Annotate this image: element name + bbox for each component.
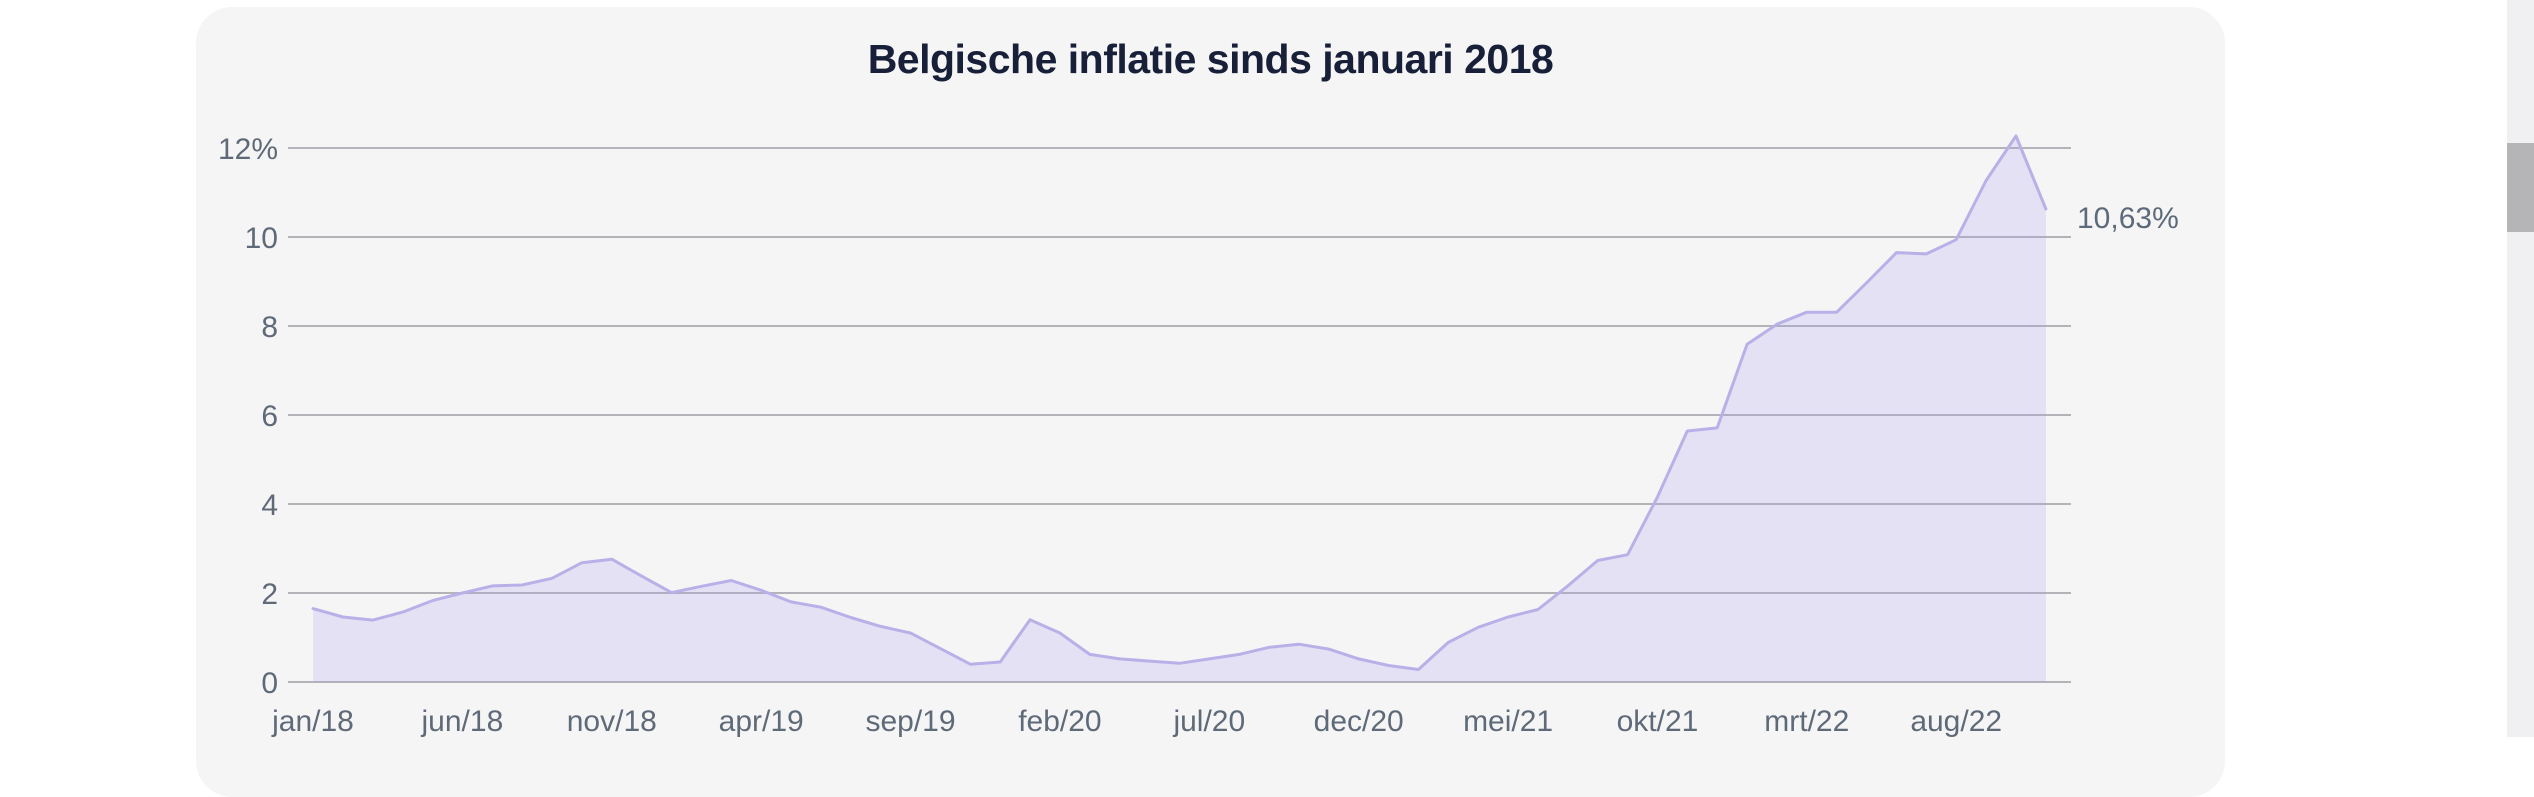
y-tick-label: 2 (261, 578, 278, 611)
x-tick-label: dec/20 (1314, 705, 1404, 737)
y-tick-label: 6 (261, 400, 278, 433)
y-tick-label: 10 (245, 222, 278, 255)
x-tick-label: aug/22 (1910, 705, 2002, 737)
x-tick-label: mrt/22 (1764, 705, 1849, 737)
area-fill (313, 136, 2046, 682)
y-gridlines (288, 147, 2071, 683)
y-tick-label: 8 (261, 311, 278, 344)
y-axis-labels: 12% 10 8 6 4 2 0 (218, 133, 278, 700)
y-tick-label: 12% (218, 133, 278, 166)
trend-line (311, 134, 2048, 671)
x-tick-label: jun/18 (421, 705, 504, 737)
x-tick-label: feb/20 (1018, 705, 1101, 737)
x-tick-label: jul/20 (1172, 705, 1245, 737)
x-tick-label: jan/18 (271, 705, 354, 737)
x-tick-label: apr/19 (719, 705, 804, 737)
y-tick-label: 0 (261, 667, 278, 700)
x-tick-label: okt/21 (1617, 705, 1699, 737)
x-tick-label: mei/21 (1463, 705, 1553, 737)
x-tick-label: nov/18 (567, 705, 657, 737)
y-tick-label: 4 (261, 489, 278, 522)
scrollbar-thumb[interactable] (2507, 143, 2534, 232)
x-tick-label: sep/19 (865, 705, 955, 737)
chart-title: Belgische inflatie sinds januari 2018 (867, 36, 1554, 82)
inflation-area-chart: 12% 10 8 6 4 2 0 jan/18 jun/18 nov/18 apr/19 sep/19… (218, 133, 2071, 737)
scrollbar-track[interactable] (2507, 0, 2534, 737)
chart-card (196, 7, 2225, 797)
x-axis-labels: jan/18 jun/18 nov/18 apr/19 sep/19 feb/20 jul/… (271, 705, 2002, 737)
latest-value-label: 10,63% (2077, 202, 2179, 235)
